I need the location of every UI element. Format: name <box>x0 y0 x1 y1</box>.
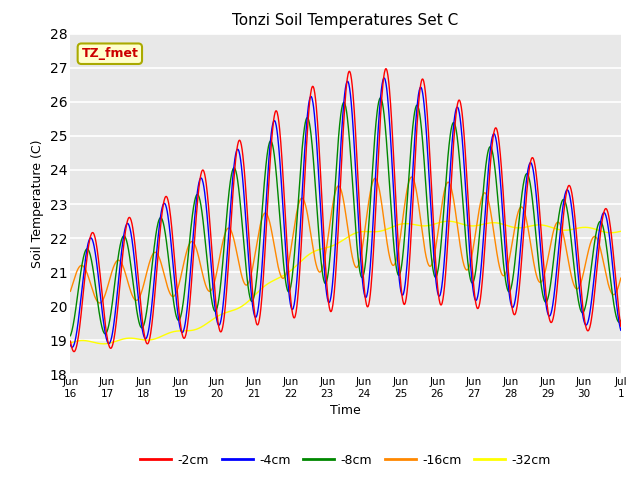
Text: TZ_fmet: TZ_fmet <box>81 47 138 60</box>
X-axis label: Time: Time <box>330 404 361 417</box>
Title: Tonzi Soil Temperatures Set C: Tonzi Soil Temperatures Set C <box>232 13 459 28</box>
Legend: -2cm, -4cm, -8cm, -16cm, -32cm: -2cm, -4cm, -8cm, -16cm, -32cm <box>135 449 556 472</box>
Y-axis label: Soil Temperature (C): Soil Temperature (C) <box>31 140 44 268</box>
